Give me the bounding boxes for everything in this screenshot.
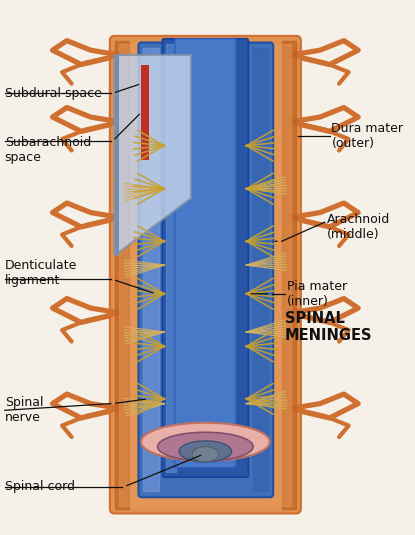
Text: Spinal cord: Spinal cord (5, 480, 75, 493)
Bar (115, 55, 120, 256)
Polygon shape (115, 55, 191, 256)
Text: Pia mater
(inner): Pia mater (inner) (286, 280, 347, 308)
Text: SPINAL
MENINGES: SPINAL MENINGES (285, 311, 372, 343)
Text: Dura mater
(outer): Dura mater (outer) (332, 122, 403, 150)
FancyBboxPatch shape (162, 39, 248, 477)
Ellipse shape (179, 441, 232, 462)
Text: Subarachnoid
space: Subarachnoid space (5, 136, 91, 164)
Text: Arachnoid
(middle): Arachnoid (middle) (327, 213, 390, 241)
FancyBboxPatch shape (142, 65, 149, 160)
Ellipse shape (141, 423, 270, 461)
Text: Denticulate
ligament: Denticulate ligament (5, 259, 77, 287)
Ellipse shape (192, 447, 219, 462)
FancyBboxPatch shape (139, 43, 273, 497)
Ellipse shape (158, 432, 253, 461)
FancyBboxPatch shape (175, 39, 236, 468)
FancyBboxPatch shape (110, 36, 301, 514)
Text: Spinal
nerve: Spinal nerve (5, 396, 43, 424)
Text: Subdural space: Subdural space (5, 87, 102, 100)
